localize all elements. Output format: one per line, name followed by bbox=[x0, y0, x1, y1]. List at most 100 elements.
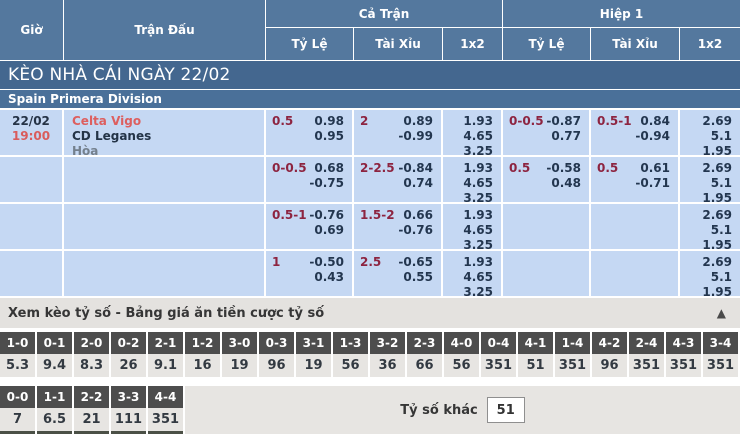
score-cell[interactable]: 3-2 36 bbox=[370, 332, 405, 377]
odds-cell-overunder-full[interactable]: 2 0.89 -0.99 bbox=[354, 110, 443, 157]
odds-cell-1x2-half[interactable]: 2.69 5.1 1.95 bbox=[680, 204, 740, 251]
odds-value: 0.77 bbox=[551, 129, 581, 143]
score-odds: 351 bbox=[703, 354, 738, 377]
odds-value: -0.50 bbox=[309, 255, 344, 269]
score-cell[interactable]: 4-1 51 bbox=[518, 332, 553, 377]
odds-value: 1.93 bbox=[463, 255, 493, 269]
odds-cell-overunder-half[interactable] bbox=[591, 204, 680, 251]
score-odds: 21 bbox=[74, 408, 109, 431]
score-cell[interactable]: 1-1 6.5 bbox=[37, 386, 72, 434]
match-date: 22/02 bbox=[12, 114, 50, 128]
odds-cell-overunder-half[interactable] bbox=[591, 251, 680, 298]
odds-cell-handicap-full[interactable]: 0.5-1 -0.76 0.69 bbox=[266, 204, 354, 251]
odds-cell-handicap-half[interactable]: 0.5 -0.58 0.48 bbox=[503, 157, 591, 204]
score-cell[interactable]: 3-1 19 bbox=[296, 332, 331, 377]
score-odds: 96 bbox=[592, 354, 627, 377]
collapse-arrow-icon[interactable]: ▲ bbox=[716, 306, 726, 320]
score-odds: 8.3 bbox=[74, 354, 109, 377]
score-cells-row1: 1-0 5.3 0-1 9.4 2-0 8.3 0-2 26 2-1 9.1 1-2 16 3-0 19 0… bbox=[0, 332, 738, 377]
odds-value: 2.69 bbox=[702, 208, 732, 222]
odds-cell-handicap-full[interactable]: 1 -0.50 0.43 bbox=[266, 251, 354, 298]
handicap-line: 2.5 bbox=[360, 255, 382, 269]
odds-value: 3.25 bbox=[463, 285, 493, 298]
away-team-name: CD Leganes bbox=[72, 129, 152, 143]
score-label: 0-3 bbox=[259, 332, 294, 354]
score-cell[interactable]: 0-1 9.4 bbox=[37, 332, 72, 377]
odds-cell-handicap-half[interactable] bbox=[503, 251, 591, 298]
score-cell[interactable]: 4-4 351 bbox=[148, 386, 183, 434]
odds-value: 0.68 bbox=[314, 161, 344, 175]
score-label: 2-1 bbox=[148, 332, 183, 354]
score-cell[interactable]: 0-0 7 bbox=[0, 386, 35, 434]
odds-cell-overunder-full[interactable]: 2.5 -0.65 0.55 bbox=[354, 251, 443, 298]
col-header-time: Giờ bbox=[0, 0, 64, 60]
match-teams-cell bbox=[64, 157, 266, 204]
score-cell[interactable]: 3-3 111 bbox=[111, 386, 146, 434]
odds-value: -0.84 bbox=[398, 161, 433, 175]
score-section-toggle[interactable]: Xem kèo tỷ số - Bảng giá ăn tiền cược tỷ… bbox=[0, 298, 740, 330]
odds-cell-1x2-full[interactable]: 1.93 4.65 3.25 bbox=[443, 157, 503, 204]
odds-cell-1x2-half[interactable]: 2.69 5.1 1.95 bbox=[680, 157, 740, 204]
score-cell[interactable]: 0-4 351 bbox=[481, 332, 516, 377]
odds-cell-1x2-half[interactable]: 2.69 5.1 1.95 bbox=[680, 110, 740, 157]
odds-value: 4.65 bbox=[463, 129, 493, 143]
score-cell[interactable]: 2-3 66 bbox=[407, 332, 442, 377]
score-grid-row2: 0-0 7 1-1 6.5 2-2 21 3-3 111 4-4 351 Tỷ số khác 5… bbox=[0, 386, 740, 434]
odds-value: 0.84 bbox=[640, 114, 670, 128]
odds-cell-overunder-full[interactable]: 2-2.5 -0.84 0.74 bbox=[354, 157, 443, 204]
odds-cell-handicap-full[interactable]: 0-0.5 0.68 -0.75 bbox=[266, 157, 354, 204]
score-label: 1-0 bbox=[0, 332, 35, 354]
score-cell[interactable]: 0-3 96 bbox=[259, 332, 294, 377]
score-label: 2-3 bbox=[407, 332, 442, 354]
league-bar[interactable]: Spain Primera Division bbox=[0, 90, 740, 110]
score-cell[interactable]: 2-4 351 bbox=[629, 332, 664, 377]
score-odds: 96 bbox=[259, 354, 294, 377]
section-title: KÈO NHÀ CÁI NGÀY 22/02 bbox=[8, 65, 231, 85]
match-teams-cell[interactable]: Celta Vigo CD Leganes Hòa bbox=[64, 110, 266, 157]
score-cell[interactable]: 2-0 8.3 bbox=[74, 332, 109, 377]
odds-cell-1x2-full[interactable]: 1.93 4.65 3.25 bbox=[443, 204, 503, 251]
handicap-line: 2-2.5 bbox=[360, 161, 395, 175]
odds-value: -0.76 bbox=[398, 223, 433, 237]
score-cell[interactable]: 4-2 96 bbox=[592, 332, 627, 377]
other-score-value-box[interactable]: 51 bbox=[486, 397, 525, 423]
score-cell[interactable]: 1-3 56 bbox=[333, 332, 368, 377]
score-odds: 9.1 bbox=[148, 354, 183, 377]
score-cell[interactable]: 1-4 351 bbox=[555, 332, 590, 377]
odds-cell-1x2-full[interactable]: 1.93 4.65 3.25 bbox=[443, 251, 503, 298]
odds-cell-overunder-half[interactable]: 0.5-1 0.84 -0.94 bbox=[591, 110, 680, 157]
odds-value: 1.95 bbox=[702, 191, 732, 204]
score-cell[interactable]: 0-2 26 bbox=[111, 332, 146, 377]
score-cell[interactable]: 3-0 19 bbox=[222, 332, 257, 377]
odds-cell-handicap-half[interactable] bbox=[503, 204, 591, 251]
score-cell[interactable]: 2-2 21 bbox=[74, 386, 109, 434]
handicap-line: 2 bbox=[360, 114, 369, 128]
odds-cell-handicap-half[interactable]: 0-0.5 -0.87 0.77 bbox=[503, 110, 591, 157]
odds-value: 4.65 bbox=[463, 223, 493, 237]
col-header-half-handicap: Tỷ Lệ bbox=[503, 28, 591, 60]
odds-cell-overunder-half[interactable]: 0.5 0.61 -0.71 bbox=[591, 157, 680, 204]
odds-value: -0.76 bbox=[309, 208, 344, 222]
odds-value: 1.93 bbox=[463, 208, 493, 222]
odds-cell-handicap-full[interactable]: 0.5 0.98 0.95 bbox=[266, 110, 354, 157]
odds-cell-overunder-full[interactable]: 1.5-2 0.66 -0.76 bbox=[354, 204, 443, 251]
score-odds: 7 bbox=[0, 408, 35, 431]
score-cell[interactable]: 1-0 5.3 bbox=[0, 332, 35, 377]
odds-cell-1x2-full[interactable]: 1.93 4.65 3.25 bbox=[443, 110, 503, 157]
odds-value: -0.75 bbox=[309, 176, 344, 190]
score-odds: 111 bbox=[111, 408, 146, 431]
score-cell[interactable]: 2-1 9.1 bbox=[148, 332, 183, 377]
score-cell[interactable]: 4-0 56 bbox=[444, 332, 479, 377]
score-label: 4-4 bbox=[148, 386, 183, 408]
odds-cell-1x2-half[interactable]: 2.69 5.1 1.95 bbox=[680, 251, 740, 298]
score-section-title: Xem kèo tỷ số - Bảng giá ăn tiền cược tỷ… bbox=[8, 305, 325, 321]
score-cell[interactable]: 3-4 351 bbox=[703, 332, 738, 377]
odds-value: 0.98 bbox=[314, 114, 344, 128]
score-label: 3-2 bbox=[370, 332, 405, 354]
score-cell[interactable]: 1-2 16 bbox=[185, 332, 220, 377]
score-label: 4-1 bbox=[518, 332, 553, 354]
score-cell[interactable]: 4-3 351 bbox=[666, 332, 701, 377]
col-header-half-1x2: 1x2 bbox=[697, 37, 723, 51]
handicap-line: 0.5 bbox=[509, 161, 531, 175]
